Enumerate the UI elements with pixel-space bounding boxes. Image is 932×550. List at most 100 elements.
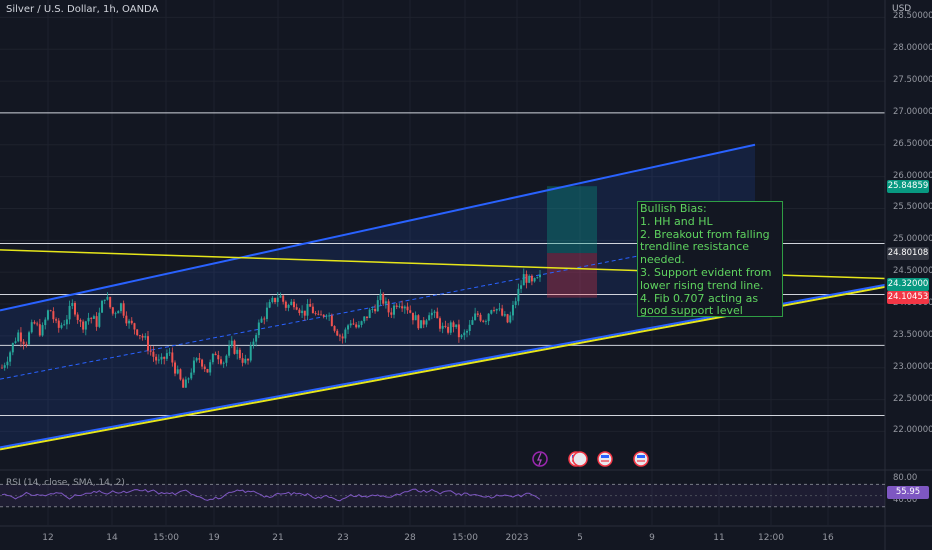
candle-body <box>128 320 131 324</box>
candle-body <box>76 314 79 320</box>
candle-body <box>411 312 414 321</box>
candle-body <box>68 305 71 320</box>
candle-body <box>322 314 325 317</box>
price-tag: 25.84859 <box>887 180 929 194</box>
us-flag-icon <box>601 455 609 458</box>
candle-body <box>117 311 120 314</box>
candle-body <box>311 306 314 314</box>
candle-body <box>530 275 533 282</box>
candle-body <box>447 326 450 333</box>
time-tick-label: 15:00 <box>452 533 478 543</box>
candle-body <box>125 315 128 324</box>
candle-body <box>146 336 149 351</box>
candle-body <box>160 356 163 360</box>
candle-body <box>295 307 298 310</box>
candle-body <box>387 301 390 313</box>
us-flag-icon <box>572 451 588 467</box>
candle-body <box>179 369 182 380</box>
candle-body <box>201 359 204 367</box>
candle-body <box>265 307 268 320</box>
candle-body <box>190 372 193 379</box>
candle-body <box>449 322 452 333</box>
time-tick-label: 11 <box>713 533 725 543</box>
candle-body <box>130 320 133 324</box>
candle-body <box>528 275 531 283</box>
candle-body <box>379 293 382 301</box>
candle-body <box>92 316 95 319</box>
price-tick-label: 28.50000 <box>893 11 932 22</box>
candle-body <box>152 351 155 357</box>
candle-body <box>336 330 339 336</box>
price-tag: 24.80108 <box>887 246 929 260</box>
candle-body <box>198 358 201 360</box>
candle-body <box>309 303 312 307</box>
candle-body <box>63 324 66 326</box>
candle-body <box>274 297 277 303</box>
candle-body <box>292 301 295 308</box>
candle-body <box>422 320 425 325</box>
candle-body <box>425 320 428 325</box>
candle-body <box>103 299 106 301</box>
candle-body <box>487 313 490 322</box>
symbol-title: Silver / U.S. Dollar, 1h, OANDA <box>6 4 159 15</box>
candle-body <box>398 306 401 308</box>
candle-body <box>493 310 496 311</box>
candle-body <box>352 323 355 325</box>
candle-body <box>460 335 463 338</box>
candle-body <box>249 345 252 361</box>
candle-body <box>55 319 58 321</box>
candle-body <box>414 315 417 321</box>
time-tick-label: 9 <box>649 533 655 543</box>
candle-body <box>257 322 260 336</box>
candle-body <box>52 311 55 320</box>
price-tag: 24.32000 <box>887 277 929 291</box>
candle-body <box>355 324 358 328</box>
time-tick-label: 12 <box>42 533 54 543</box>
candle-body <box>525 274 528 283</box>
candle-body <box>149 350 152 352</box>
analysis-note[interactable]: Bullish Bias: 1. HH and HL 2. Breakout f… <box>637 201 783 317</box>
loss-zone <box>547 253 597 298</box>
candle-body <box>406 306 409 311</box>
price-tag: 24.10453 <box>887 291 929 305</box>
candle-body <box>517 288 520 302</box>
candle-body <box>463 332 466 336</box>
candle-body <box>247 358 250 361</box>
candle-body <box>84 321 87 330</box>
candle-body <box>433 311 436 313</box>
time-tick-label: 12:00 <box>758 533 784 543</box>
price-tick-label: 22.00000 <box>893 425 932 436</box>
rsi-tick-label: 80.00 <box>893 472 918 483</box>
candle-body <box>506 314 509 323</box>
candle-body <box>333 326 336 331</box>
candle-body <box>276 297 279 303</box>
candle-body <box>233 340 236 354</box>
candle-body <box>290 301 293 306</box>
candle-body <box>420 320 423 329</box>
price-tick-label: 26.50000 <box>893 138 932 149</box>
us-flag-icon <box>633 451 649 467</box>
candle-body <box>303 310 306 316</box>
candle-body <box>365 316 368 318</box>
candle-body <box>90 317 93 319</box>
candle-body <box>395 305 398 307</box>
candle-body <box>466 330 469 333</box>
time-tick-label: 5 <box>577 533 583 543</box>
candle-body <box>174 362 177 374</box>
candle-body <box>19 332 22 342</box>
candle-body <box>471 320 474 325</box>
rsi-legend[interactable]: RSI (14, close, SMA, 14, 2) <box>6 478 125 488</box>
time-tick-label: 19 <box>208 533 220 543</box>
candle-body <box>25 344 28 345</box>
time-tick-label: 2023 <box>505 533 529 543</box>
us-flag-icon <box>597 451 613 467</box>
rsi-tick-label: 40.00 <box>893 495 918 506</box>
candle-body <box>168 352 171 354</box>
us-flag-icon <box>637 455 645 458</box>
candle-body <box>44 319 47 326</box>
candle-body <box>28 332 31 345</box>
candle-body <box>95 316 98 327</box>
candle-body <box>357 324 360 328</box>
candle-body <box>533 278 536 282</box>
